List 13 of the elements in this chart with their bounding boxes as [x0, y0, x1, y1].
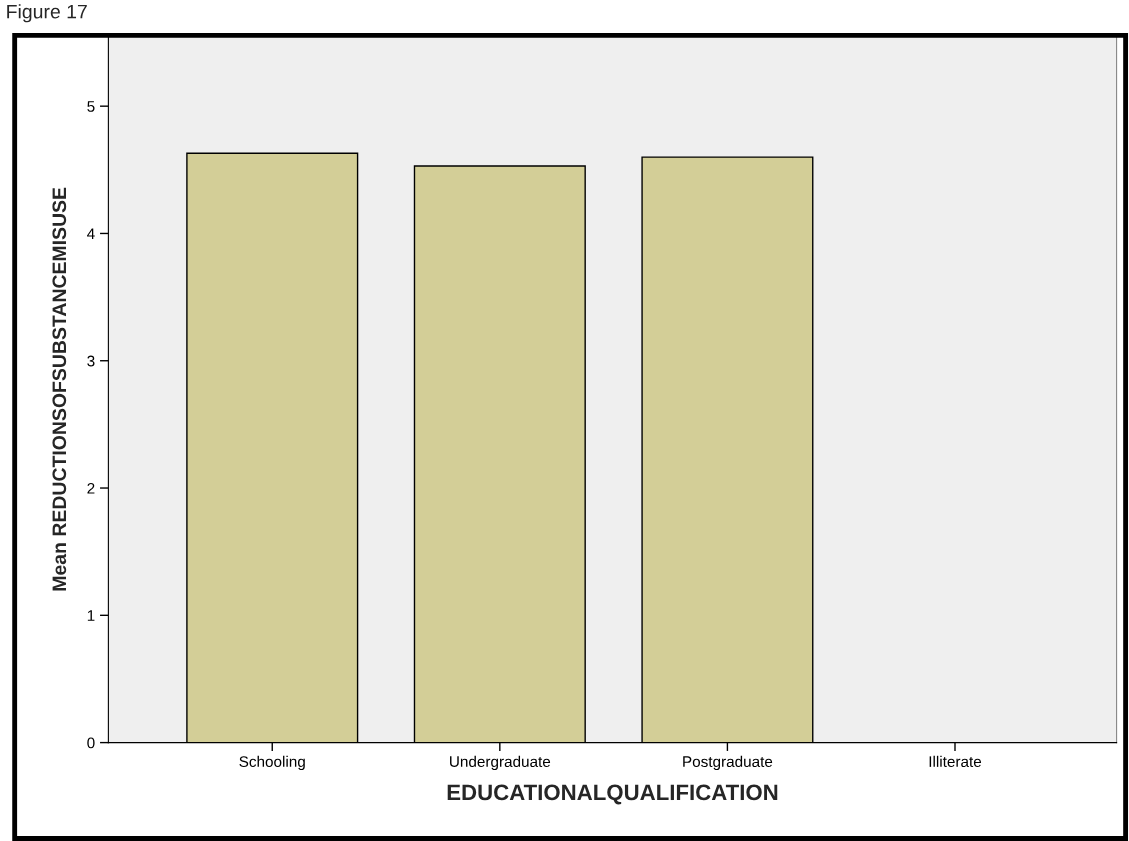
x-tick-label: Illiterate: [929, 755, 982, 768]
x-axis-title: EDUCATIONALQUALIFICATION: [447, 784, 778, 805]
y-axis-title: Mean REDUCTIONSOFSUBSTANCEMISUSE: [52, 187, 67, 591]
y-tick-label: 5: [87, 101, 95, 112]
y-tick-label: 1: [87, 610, 95, 621]
x-tick-label: Undergraduate: [450, 755, 551, 771]
x-tick-label: Postgraduate: [683, 755, 773, 771]
y-tick-label: 2: [87, 482, 95, 494]
y-tick-label: 4: [87, 228, 95, 239]
y-tick-label: 3: [87, 355, 95, 367]
x-tick-label: Schooling: [239, 755, 305, 771]
chart-title: Figure 17: [7, 4, 87, 23]
y-tick-label: 0: [87, 737, 95, 749]
